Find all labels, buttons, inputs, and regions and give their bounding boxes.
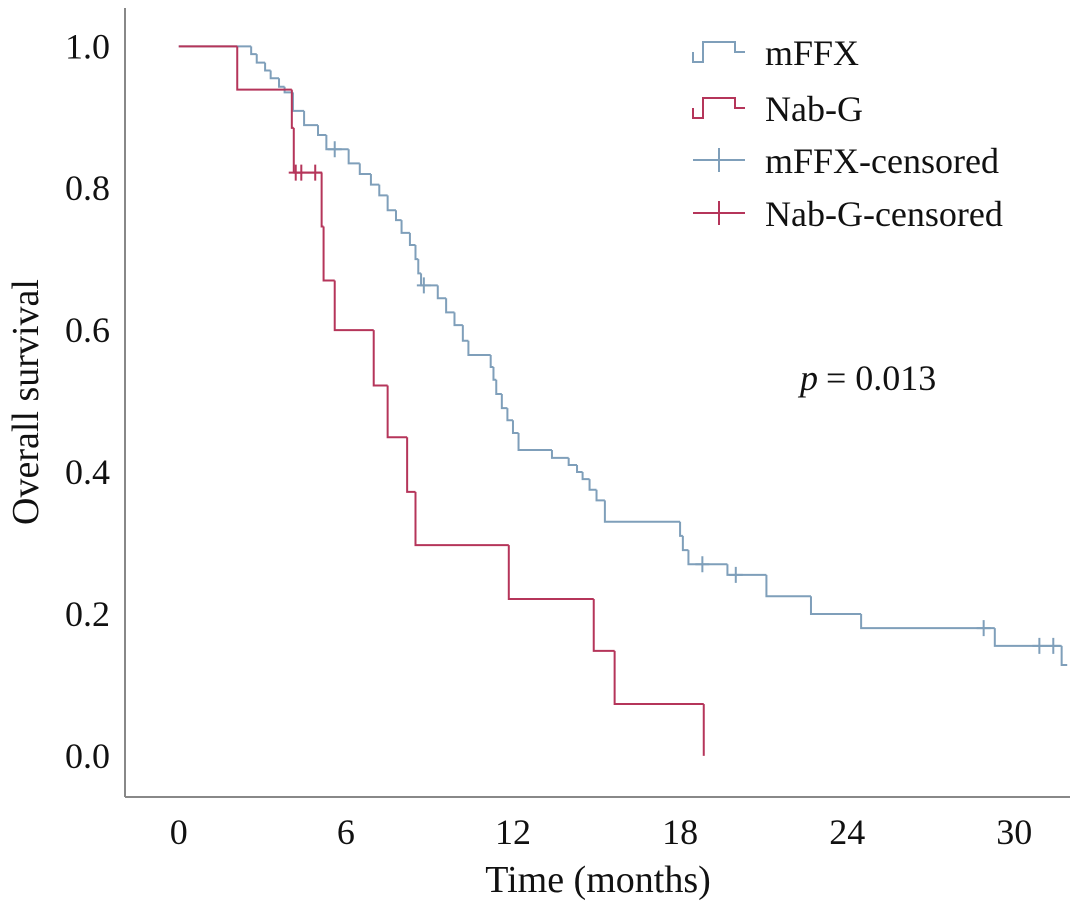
survival-step (264, 62, 271, 72)
survival-step (511, 420, 519, 435)
survival-step (322, 226, 335, 282)
legend-symbol (692, 41, 745, 63)
survival-step (550, 450, 569, 459)
x-tick-label: 12 (495, 812, 531, 852)
legend-label: mFFX (765, 33, 859, 73)
survival-step (681, 535, 689, 552)
survival-step (378, 184, 388, 197)
survival-step (347, 149, 360, 165)
survival-step (679, 521, 683, 537)
survival-step (414, 244, 419, 261)
survival-step (414, 491, 509, 547)
survival-step (255, 54, 266, 64)
survival-step (303, 110, 319, 127)
survival-step (325, 135, 349, 151)
survival-step (250, 46, 257, 56)
survival-step (489, 354, 494, 369)
survival-step (567, 457, 578, 466)
survival-step (492, 367, 497, 381)
survival-step (592, 599, 615, 652)
x-tick-label: 30 (996, 812, 1032, 852)
survival-step (320, 172, 324, 228)
annotation: p = 0.013 (797, 358, 936, 398)
censor-mark (695, 556, 710, 573)
x-axis-label: Time (months) (485, 859, 711, 901)
survival-step (507, 545, 594, 601)
censor-mark (1046, 637, 1061, 654)
legend-label: Nab-G (765, 89, 863, 129)
legend-symbol (693, 148, 745, 172)
y-tick-label: 0.8 (65, 168, 110, 208)
x-tick-label: 18 (662, 812, 698, 852)
y-tick-label: 0.4 (65, 452, 110, 492)
survival-step (436, 285, 447, 300)
survival-step (809, 596, 862, 615)
survival-step (358, 163, 371, 176)
survival-step (517, 433, 552, 452)
survival-step (687, 550, 728, 566)
legend-symbol (693, 201, 745, 225)
survival-step (445, 298, 455, 314)
survival-step (576, 464, 583, 474)
survival-step (1060, 645, 1068, 667)
survival-step (603, 500, 681, 523)
survival-step (461, 325, 469, 342)
survival-step (613, 650, 704, 706)
survival-step (291, 92, 305, 112)
survival-step (495, 379, 502, 395)
survival-step (369, 174, 380, 186)
survival-step (453, 312, 463, 327)
legend-symbol (692, 97, 745, 119)
y-tick-label: 0.0 (65, 736, 110, 776)
survival-step (506, 408, 513, 422)
survival-step (372, 330, 388, 387)
survival-step (595, 489, 605, 502)
y-tick-label: 0.6 (65, 310, 110, 350)
survival-step (588, 479, 597, 491)
survival-step (726, 564, 767, 576)
x-tick-label: 6 (337, 812, 355, 852)
y-axis-label: Overall survival (5, 279, 47, 525)
censor-mark (294, 164, 309, 181)
legend-label: Nab-G-censored (765, 194, 1003, 234)
x-tick-label: 0 (170, 812, 188, 852)
censor-mark (728, 566, 743, 583)
survival-step (500, 393, 508, 410)
x-tick-label: 24 (829, 812, 865, 852)
survival-step (581, 472, 590, 481)
survival-step (860, 613, 995, 630)
censor-mark (1032, 637, 1047, 654)
annotation-italic: p (797, 358, 818, 398)
survival-step (400, 220, 410, 234)
censor-mark (308, 164, 323, 181)
survival-step (269, 70, 280, 80)
survival-step (394, 210, 402, 222)
censor-mark (416, 277, 431, 294)
survival-step (993, 628, 1062, 647)
survival-step (386, 385, 408, 439)
survival-step (333, 280, 374, 332)
survival-step (386, 195, 396, 212)
censor-mark (976, 620, 991, 637)
legend-label: mFFX-censored (765, 141, 999, 181)
survival-step (236, 46, 292, 91)
survival-step (317, 125, 327, 137)
survival-step (408, 232, 416, 246)
survival-step (406, 437, 416, 493)
survival-step (467, 340, 491, 356)
y-tick-label: 0.2 (65, 594, 110, 634)
survival-step (278, 78, 285, 88)
censor-mark (327, 141, 342, 158)
y-tick-label: 1.0 (65, 26, 110, 66)
annotation-text: = 0.013 (826, 358, 936, 398)
survival-step (417, 259, 422, 275)
survival-step (765, 574, 811, 598)
